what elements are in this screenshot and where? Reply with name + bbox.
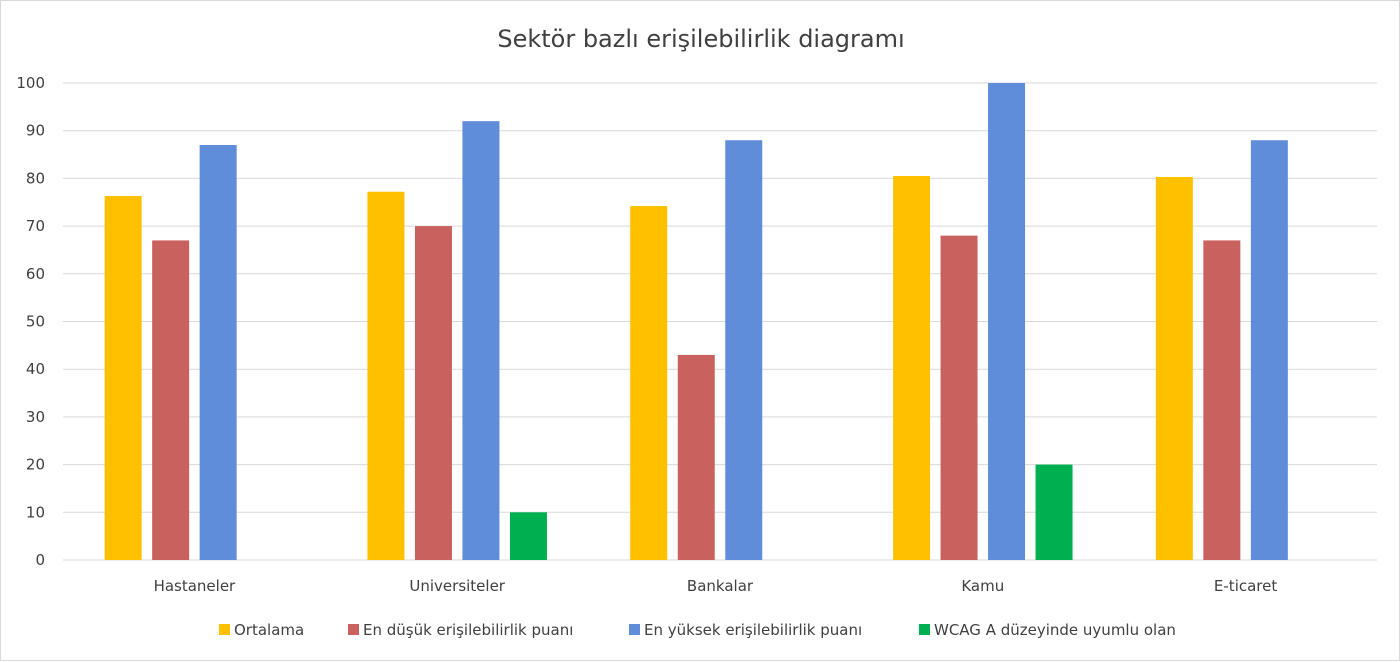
x-category-label: E-ticaret [1214,577,1277,595]
bar-en-y-ksek-eri-ilebilirlik-puan--hastaneler [199,145,237,560]
legend-item: En yüksek erişilebilirlik puanı [629,621,862,639]
legend-swatch [219,624,230,635]
bar-en-y-ksek-eri-ilebilirlik-puan--kamu [988,83,1026,560]
y-tick-label: 40 [26,360,45,378]
x-category-label: Bankalar [687,577,754,595]
y-tick-label: 20 [26,456,45,474]
bar-en-d-k-eri-ilebilirlik-puan--e-ticaret [1203,240,1241,560]
bar-en-d-k-eri-ilebilirlik-puan--bankalar [677,354,715,560]
bar-en-d-k-eri-ilebilirlik-puan--universiteler [414,226,452,560]
bar-en-d-k-eri-ilebilirlik-puan--kamu [940,235,978,560]
y-axis-ticks: 0 10 20 30 40 50 60 70 80 90 100 [16,74,45,569]
x-category-label: Universiteler [409,577,505,595]
x-axis-categories: Hastaneler Universiteler Bankalar Kamu E-tic… [154,577,1278,595]
legend-label: WCAG A düzeyinde uyumlu olan [934,621,1176,639]
legend-swatch [919,624,930,635]
y-tick-label: 90 [26,122,45,140]
y-tick-label: 10 [26,503,45,521]
bar-ortalama-e-ticaret [1155,176,1193,560]
bar-en-y-ksek-eri-ilebilirlik-puan--e-ticaret [1250,140,1288,561]
bar-en-y-ksek-eri-ilebilirlik-puan--universiteler [462,121,500,560]
bar-wcag-a-d-zeyinde-uyumlu-olan-kamu [1035,464,1073,560]
legend-label: Ortalama [234,621,304,639]
legend-item: WCAG A düzeyinde uyumlu olan [919,621,1176,639]
chart-title: Sektör bazlı erişilebilirlik diagramı [497,25,904,53]
legend-swatch [629,624,640,635]
legend-item: En düşük erişilebilirlik puanı [348,621,573,639]
legend-item: Ortalama [219,621,304,639]
y-tick-label: 60 [26,265,45,283]
grid-lines [63,82,1377,561]
bar-ortalama-bankalar [630,206,668,561]
y-tick-label: 100 [16,74,45,92]
legend-label: En yüksek erişilebilirlik puanı [644,621,862,639]
legend-swatch [348,624,359,635]
bar-ortalama-universiteler [367,191,405,561]
legend: Ortalama En düşük erişilebilirlik puanı En… [219,621,1176,639]
x-category-label: Hastaneler [154,577,236,595]
bar-en-d-k-eri-ilebilirlik-puan--hastaneler [152,240,190,560]
bar-ortalama-kamu [893,176,931,560]
bar-wcag-a-d-zeyinde-uyumlu-olan-universiteler [509,512,547,560]
y-tick-label: 30 [26,408,45,426]
y-tick-label: 80 [26,169,45,187]
y-tick-label: 70 [26,217,45,235]
y-tick-label: 50 [26,313,45,331]
bar-ortalama-hastaneler [104,196,142,560]
x-category-label: Kamu [961,577,1004,595]
y-tick-label: 0 [35,551,45,569]
bar-en-y-ksek-eri-ilebilirlik-puan--bankalar [725,140,763,561]
bars [104,83,1288,561]
legend-label: En düşük erişilebilirlik puanı [363,621,573,639]
